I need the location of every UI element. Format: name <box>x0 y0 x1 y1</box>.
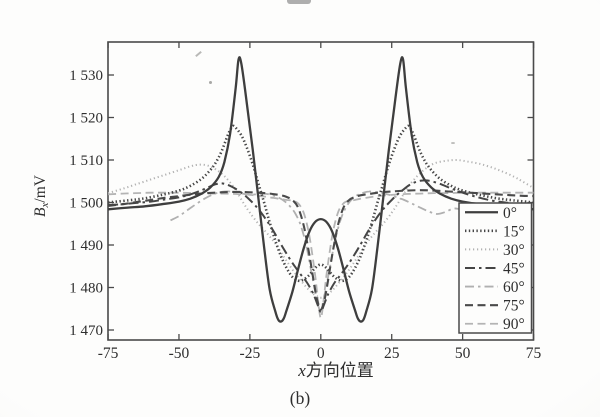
series-line-15° <box>108 124 534 283</box>
legend-label: 60° <box>503 279 525 296</box>
y-tick-label: 1 490 <box>69 238 103 254</box>
y-tick-label: 1 470 <box>69 323 103 339</box>
legend-label: 15° <box>503 223 525 240</box>
y-tick-label: 1 500 <box>69 196 103 212</box>
legend-label: 75° <box>503 298 525 315</box>
series-line-0° <box>108 56 534 323</box>
legend-label: 45° <box>503 261 525 278</box>
x-tick-label: 25 <box>384 345 400 362</box>
x-tick-label: -50 <box>169 345 190 362</box>
x-axis-label: x方向位置 <box>297 361 374 380</box>
series-line-45° <box>108 179 534 314</box>
y-tick-label: 1 520 <box>69 111 103 127</box>
series-line-90° <box>108 191 534 320</box>
legend-label: 90° <box>503 316 525 333</box>
y-tick-label: 1 530 <box>69 68 103 84</box>
y-axis-label: Bx/mV <box>32 174 51 217</box>
y-tick-label: 1 480 <box>69 281 103 297</box>
x-tick-label: 0 <box>317 345 325 362</box>
legend: 0°15° 30° 45°60° 75°90° <box>458 202 533 334</box>
x-tick-label: -25 <box>240 345 261 362</box>
data-curves <box>108 56 534 323</box>
y-tick-label: 1 510 <box>69 153 103 169</box>
x-tick-label: -75 <box>98 345 119 362</box>
figure-caption: (b) <box>290 388 311 408</box>
x-tick-label: 50 <box>455 345 471 362</box>
legend-label: 30° <box>503 242 525 259</box>
x-tick-label: 75 <box>526 345 542 362</box>
legend-label: 0° <box>503 205 517 222</box>
